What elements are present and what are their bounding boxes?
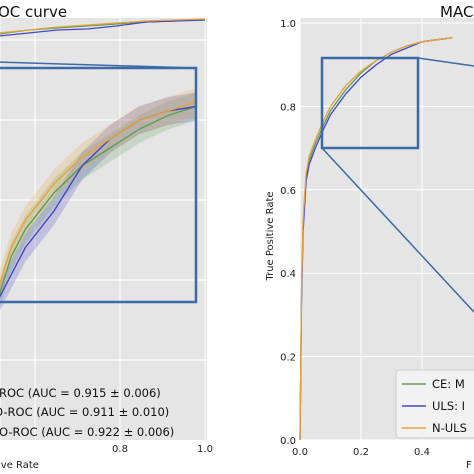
- left-overview-curves: [0, 18, 205, 37]
- right-xtick-0.2: 0.2: [353, 447, 369, 458]
- right-legend-box: [395, 369, 474, 439]
- right-xlabel: F: [466, 460, 472, 471]
- left-band-ce: [0, 92, 196, 307]
- left-overview-nuls: [0, 18, 205, 34]
- left-legend-label-2: O-ROC (AUC = 0.911 ± 0.010): [0, 405, 169, 419]
- left-zoom-frame: [0, 66, 198, 304]
- left-xlabel: ive Rate: [0, 460, 39, 471]
- right-ytick-0.0: 0.0: [280, 436, 296, 447]
- right-ytick-0.6: 0.6: [280, 186, 296, 197]
- left-overview-uls: [0, 19, 205, 37]
- left-title: OC curve: [0, 3, 67, 21]
- left-zoom-connector: [0, 61, 197, 69]
- right-ylabel: True Positive Rate: [265, 191, 276, 281]
- left-legend: ROC (AUC = 0.915 ± 0.006) O-ROC (AUC = 0…: [0, 386, 174, 439]
- right-legend: CE: M ULS: I N-ULS: [395, 369, 474, 439]
- left-grid: [0, 18, 207, 440]
- right-ytick-0.4: 0.4: [280, 269, 296, 280]
- left-zoomed-curves: [0, 88, 197, 311]
- left-legend-label-1: ROC (AUC = 0.915 ± 0.006): [0, 386, 161, 400]
- right-yticks: 0.0 0.2 0.4 0.6 0.8 1.0: [280, 19, 296, 447]
- right-grid: [299, 18, 474, 441]
- right-zoom-box: [320, 56, 420, 150]
- right-curves: [299, 36, 453, 441]
- right-ytick-0.8: 0.8: [280, 102, 296, 113]
- right-legend-label-uls: ULS: I: [432, 399, 465, 413]
- right-title: MAC: [440, 3, 473, 21]
- right-series-uls: [299, 36, 453, 441]
- left-band-uls: [0, 92, 196, 311]
- right-legend-label-ce: CE: M: [432, 377, 465, 391]
- left-xtick-1.0: 1.0: [197, 444, 213, 455]
- right-zoom-connector-bottom: [321, 147, 474, 313]
- right-ytick-1.0: 1.0: [280, 19, 296, 30]
- left-series-nuls: [0, 101, 197, 286]
- left-legend-label-3: RO-ROC (AUC = 0.922 ± 0.006): [0, 425, 174, 439]
- right-ytick-0.2: 0.2: [280, 353, 296, 364]
- right-panel: MAC 0.0 0.2 0.4 0.6 0.8 1.0 0.0 0.2 0.4 True Po…: [265, 3, 474, 471]
- left-xtick-0.8: 0.8: [112, 444, 128, 455]
- right-xtick-0.0: 0.0: [292, 447, 308, 458]
- left-panel: OC curve ROC (AUC = 0.915 ± 0.006) O-ROC…: [0, 3, 213, 471]
- right-xticks: 0.0 0.2 0.4: [292, 447, 430, 458]
- right-series-nuls: [299, 36, 453, 441]
- right-zoom-connector-top: [417, 57, 474, 67]
- right-xtick-0.4: 0.4: [414, 447, 430, 458]
- right-legend-label-nuls: N-ULS: [432, 421, 467, 435]
